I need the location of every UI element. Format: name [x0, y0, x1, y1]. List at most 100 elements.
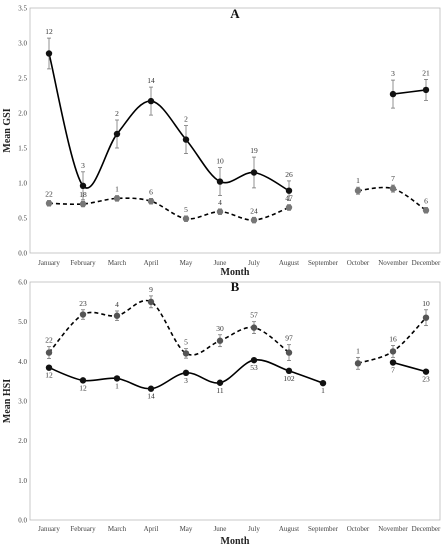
data-point	[113, 195, 121, 202]
data-point	[422, 86, 430, 94]
x-tick-label: March	[108, 259, 127, 267]
series-line	[392, 361, 427, 373]
y-axis-title: Mean GSI	[2, 108, 13, 152]
y-tick-label: 0.0	[18, 517, 27, 525]
sample-size-label: 14	[147, 76, 155, 85]
sample-size-label: 11	[216, 386, 223, 395]
x-tick-label: June	[214, 259, 227, 267]
x-tick-label: January	[38, 525, 60, 533]
sample-size-label: 22	[45, 336, 53, 345]
data-point	[45, 364, 53, 371]
sample-size-label: 4	[218, 198, 222, 207]
y-tick-label: 1.0	[18, 477, 27, 485]
panel-b: B 0.0 1.0 2.0 3.0 4.0 5.0 6.0 January February Mar…	[2, 279, 441, 548]
sample-size-label: 53	[250, 363, 258, 372]
data-point	[147, 385, 155, 392]
series-line	[48, 299, 290, 356]
y-tick-label: 6.0	[18, 279, 27, 287]
x-tick-label: May	[180, 525, 193, 533]
data-point	[319, 379, 327, 387]
data-point	[182, 350, 190, 357]
sample-size-label: 10	[422, 299, 430, 308]
series-dashed: 22 18 1 6 5 4 24 47 1 7 6	[45, 174, 430, 224]
data-point	[354, 187, 362, 194]
sample-size-label: 12	[79, 383, 87, 392]
sample-size-label: 97	[285, 334, 293, 343]
series-solid: 12 3 2 14 2 10 19 26 3 21	[45, 27, 430, 201]
data-point	[79, 182, 87, 189]
x-axis-title: Month	[221, 267, 250, 278]
x-tick-label: December	[412, 259, 441, 267]
sample-size-label: 9	[149, 285, 153, 294]
sample-size-label: 3	[184, 376, 188, 385]
x-tick-label: July	[248, 259, 260, 267]
y-tick-label: 1.5	[18, 145, 27, 153]
x-tick-label: September	[308, 259, 339, 267]
sample-size-label: 12	[45, 27, 53, 36]
data-point	[45, 50, 53, 57]
y-tick-label: 5.0	[18, 318, 27, 326]
sample-size-label: 7	[391, 366, 395, 375]
data-point	[285, 349, 293, 356]
data-point	[182, 369, 190, 377]
plot-frame	[29, 281, 441, 521]
panel-letter: B	[231, 279, 240, 294]
x-tick-label: November	[378, 525, 408, 533]
data-point	[285, 367, 293, 375]
data-point	[250, 216, 258, 224]
x-axis-title: Month	[221, 536, 250, 547]
panel-letter: A	[230, 6, 240, 21]
x-tick-label: January	[38, 259, 60, 267]
x-tick-label: November	[378, 259, 408, 267]
sample-size-label: 4	[115, 300, 119, 309]
sample-size-label: 5	[184, 205, 188, 214]
y-tick-label: 0.0	[18, 250, 27, 258]
data-point	[147, 198, 155, 205]
data-point	[389, 185, 397, 192]
sample-size-label: 1	[115, 381, 119, 390]
x-tick-label: August	[279, 525, 299, 533]
data-point	[113, 375, 121, 382]
y-tick-label: 3.0	[18, 40, 27, 48]
sample-size-label: 102	[283, 374, 295, 383]
x-tick-label: August	[279, 259, 299, 267]
data-point	[79, 377, 87, 384]
sample-size-label: 24	[250, 206, 258, 215]
data-point	[422, 207, 430, 214]
x-tick-label: June	[214, 525, 227, 533]
sample-size-label: 10	[216, 157, 224, 166]
data-point	[216, 379, 224, 386]
sample-size-label: 3	[81, 161, 85, 170]
sample-size-label: 1	[115, 185, 119, 194]
x-tick-label: April	[144, 259, 159, 267]
data-point	[285, 187, 293, 194]
data-point	[182, 215, 190, 222]
data-point	[113, 312, 121, 319]
data-point	[45, 200, 53, 207]
sample-size-label: 12	[45, 371, 53, 380]
x-tick-label: February	[70, 259, 96, 267]
data-point	[250, 356, 258, 364]
sample-size-label: 3	[391, 69, 395, 78]
sample-size-label: 19	[250, 146, 258, 155]
sample-size-label: 22	[45, 190, 53, 199]
data-point	[354, 360, 362, 367]
series-dashed: 22 23 4 9 5 30 57 97 1 16 10	[45, 285, 430, 370]
data-point	[113, 130, 121, 138]
panel-a: A 0.0 0.5 1.0 1.5 2.0 2.5 3.0 3.5 January February…	[2, 5, 441, 279]
data-point	[285, 204, 293, 211]
y-tick-label: 2.0	[18, 437, 27, 445]
x-tick-label: October	[347, 259, 370, 267]
sample-size-label: 21	[422, 68, 430, 77]
sample-size-label: 2	[184, 115, 188, 124]
y-tick-label: 3.0	[18, 398, 27, 406]
sample-size-label: 57	[250, 311, 258, 320]
sample-size-label: 26	[285, 170, 293, 179]
x-tick-label: September	[308, 525, 339, 533]
x-tick-label: October	[347, 525, 370, 533]
data-point	[216, 337, 224, 344]
x-tick-label: December	[412, 525, 441, 533]
sample-size-label: 1	[321, 386, 325, 395]
sample-size-label: 30	[216, 324, 224, 333]
